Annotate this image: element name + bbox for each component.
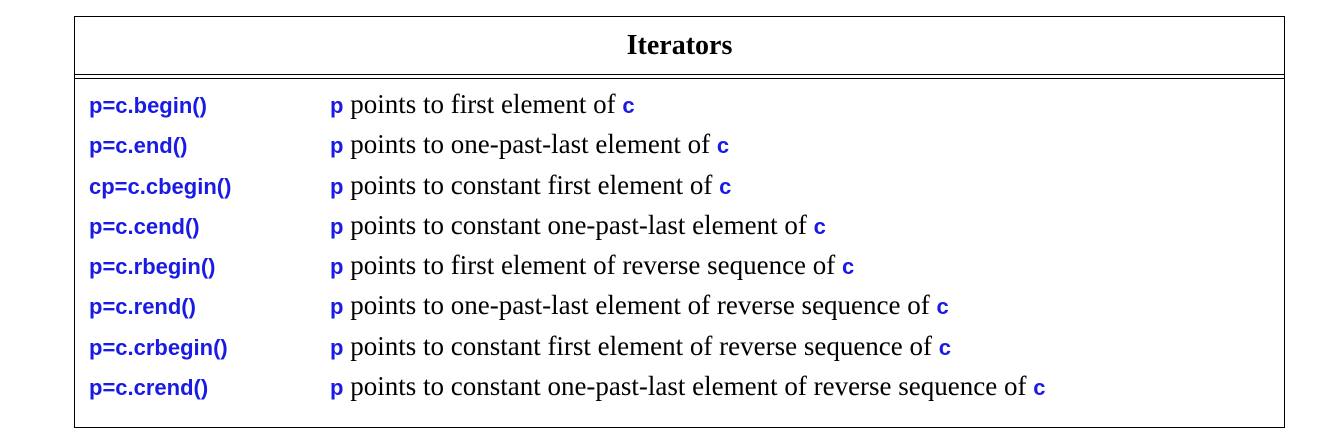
object-code: c — [622, 93, 635, 118]
iterators-table: Iterators p=c.begin() p points to first … — [74, 16, 1285, 428]
description-text: points to constant one-past-last element… — [343, 371, 1034, 402]
operation-code: cp=c.cbegin() — [89, 173, 232, 199]
description-text: points to constant first element of — [343, 169, 720, 200]
table-title: Iterators — [626, 29, 733, 61]
object-code: c — [842, 254, 855, 280]
description-text: points to first element of reverse seque… — [343, 250, 843, 281]
operation-code: p=c.end() — [89, 133, 188, 159]
operation-code: p=c.begin() — [89, 93, 207, 118]
subject-code: p — [330, 173, 344, 199]
description-text: points to first element of — [343, 89, 623, 119]
object-code: c — [813, 213, 826, 239]
object-code: c — [719, 173, 732, 199]
operation-description: p points to constant first element of re… — [330, 331, 951, 362]
table-row: cp=c.cbegin() p points to constant first… — [75, 170, 1284, 210]
operation-code: p=c.crend() — [89, 375, 209, 401]
subject-code: p — [330, 254, 344, 280]
operation-description: p points to constant one-past-last eleme… — [330, 210, 826, 241]
operation-description: p points to first element of reverse seq… — [330, 250, 854, 281]
object-code: c — [716, 133, 730, 159]
operation-code: p=c.rend() — [89, 294, 196, 320]
description-text: points to one-past-last element of — [343, 129, 717, 160]
operation-code: p=c.crbegin() — [89, 334, 228, 360]
subject-code: p — [330, 133, 344, 159]
operation-description: p points to constant first element of c — [330, 170, 731, 201]
table-row: p=c.cend() p points to constant one-past… — [75, 210, 1284, 250]
object-code: c — [936, 294, 949, 320]
object-code: c — [1033, 375, 1046, 401]
table-body: p=c.begin() p points to first element of… — [75, 79, 1284, 411]
table-row: p=c.crend() p points to constant one-pas… — [75, 371, 1284, 411]
table-row: p=c.begin() p points to first element of… — [75, 89, 1284, 129]
table-row: p=c.rend() p points to one-past-last ele… — [75, 290, 1284, 330]
operation-description: p points to first element of c — [330, 89, 635, 120]
table-row: p=c.rbegin() p points to first element o… — [75, 250, 1284, 290]
subject-code: p — [330, 213, 344, 239]
table-row: p=c.crbegin() p points to constant first… — [75, 331, 1284, 371]
object-code: c — [938, 334, 952, 360]
description-text: points to one-past-last element of rever… — [343, 290, 937, 321]
table-row: p=c.end() p points to one-past-last elem… — [75, 129, 1284, 169]
operation-code: p=c.rbegin() — [89, 254, 216, 280]
operation-code: p=c.cend() — [89, 213, 200, 239]
description-text: points to constant one-past-last element… — [343, 209, 814, 240]
description-text: points to constant first element of reve… — [343, 330, 939, 361]
subject-code: p — [330, 375, 344, 401]
operation-description: p points to one-past-last element of c — [330, 129, 729, 160]
operation-description: p points to constant one-past-last eleme… — [330, 371, 1045, 402]
subject-code: p — [330, 294, 344, 320]
header-double-rule — [75, 74, 1284, 79]
subject-code: p — [330, 93, 344, 118]
operation-description: p points to one-past-last element of rev… — [330, 290, 949, 321]
subject-code: p — [330, 334, 344, 360]
